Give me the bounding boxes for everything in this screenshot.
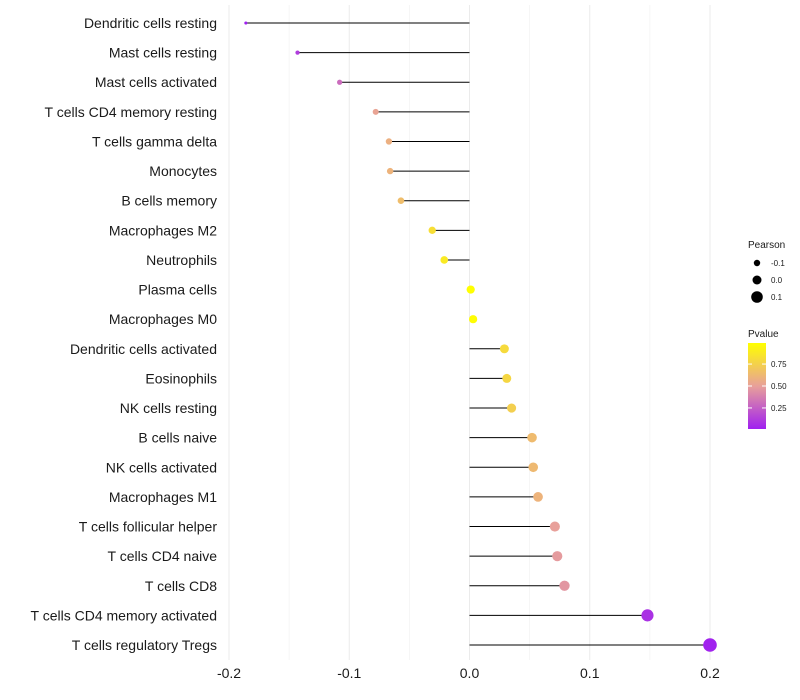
category-label: Monocytes <box>149 163 217 179</box>
x-axis-ticks: -0.2 -0.1 0.0 0.1 0.2 <box>217 665 720 681</box>
category-label: B cells memory <box>121 193 217 209</box>
lollipop-point <box>468 315 478 324</box>
category-label: T cells CD4 memory activated <box>31 607 217 623</box>
x-tick-label: 0.0 <box>460 665 480 681</box>
legend: Pearson -0.1 0.0 0.1 Pvalue 0.75 0.50 0.25 <box>748 240 787 429</box>
category-label: Neutrophils <box>146 252 217 268</box>
lollipop-point <box>507 403 517 413</box>
legend-color-label: 0.50 <box>771 382 787 391</box>
lollipop-point <box>552 551 563 562</box>
lollipop-point <box>295 50 300 55</box>
legend-color-bar <box>748 343 766 429</box>
category-label: T cells CD4 naive <box>108 548 218 564</box>
lollipop-point <box>385 138 393 145</box>
legend-size-label: 0.1 <box>771 293 783 302</box>
lollipop-point <box>533 492 543 502</box>
lollipop-point <box>428 226 436 234</box>
category-label: T cells follicular helper <box>79 519 218 535</box>
category-label: T cells gamma delta <box>92 133 217 149</box>
category-label: Mast cells resting <box>109 45 217 61</box>
lollipop-point <box>337 79 343 85</box>
lollipop-point <box>703 638 717 652</box>
legend-color-title: Pvalue <box>748 329 779 340</box>
lollipop-point <box>502 373 512 383</box>
lollipop-points <box>244 21 717 652</box>
lollipop-point <box>440 256 449 264</box>
legend-size-dot <box>753 259 761 267</box>
category-label: Eosinophils <box>145 370 217 386</box>
lollipop-point <box>528 462 539 473</box>
legend-size-title: Pearson <box>748 240 785 251</box>
category-label: NK cells activated <box>106 459 217 475</box>
category-label: T cells CD4 memory resting <box>45 104 217 120</box>
category-labels: Dendritic cells resting Mast cells restin… <box>31 15 218 653</box>
legend-size-dot <box>752 275 762 285</box>
x-tick-label: 0.1 <box>580 665 600 681</box>
legend-size-label: 0.0 <box>771 276 783 285</box>
x-tick-label: -0.1 <box>337 665 361 681</box>
category-label: Dendritic cells activated <box>70 341 217 357</box>
category-label: NK cells resting <box>120 400 217 416</box>
lollipop-point <box>549 521 560 532</box>
legend-size-dot <box>751 291 763 303</box>
category-label: Macrophages M1 <box>109 489 217 505</box>
legend-size-items: -0.1 0.0 0.1 <box>751 259 785 303</box>
lollipop-point <box>527 432 537 443</box>
lollipop-point <box>466 285 475 294</box>
lollipop-point <box>386 167 394 175</box>
category-label: Dendritic cells resting <box>84 15 217 31</box>
lollipop-point <box>244 21 248 25</box>
lollipop-stems <box>245 22 710 646</box>
lollipop-point <box>372 108 379 115</box>
category-label: Mast cells activated <box>95 74 217 90</box>
category-label: B cells naive <box>138 430 217 446</box>
grid-lines <box>228 5 711 660</box>
legend-size-label: -0.1 <box>771 259 785 268</box>
x-tick-label: 0.2 <box>700 665 720 681</box>
lollipop-point <box>641 609 654 622</box>
legend-color-label: 0.75 <box>771 360 787 369</box>
lollipop-point <box>499 344 509 354</box>
category-label: Plasma cells <box>138 282 217 298</box>
category-label: T cells regulatory Tregs <box>72 637 217 653</box>
category-label: Macrophages M2 <box>109 222 217 238</box>
category-label: Macrophages M0 <box>109 311 217 327</box>
category-label: T cells CD8 <box>145 578 217 594</box>
lollipop-point <box>559 580 570 591</box>
x-tick-label: -0.2 <box>217 665 241 681</box>
legend-color-label: 0.25 <box>771 404 787 413</box>
lollipop-point <box>397 197 405 205</box>
legend-color-ticks: 0.75 0.50 0.25 <box>748 360 787 413</box>
